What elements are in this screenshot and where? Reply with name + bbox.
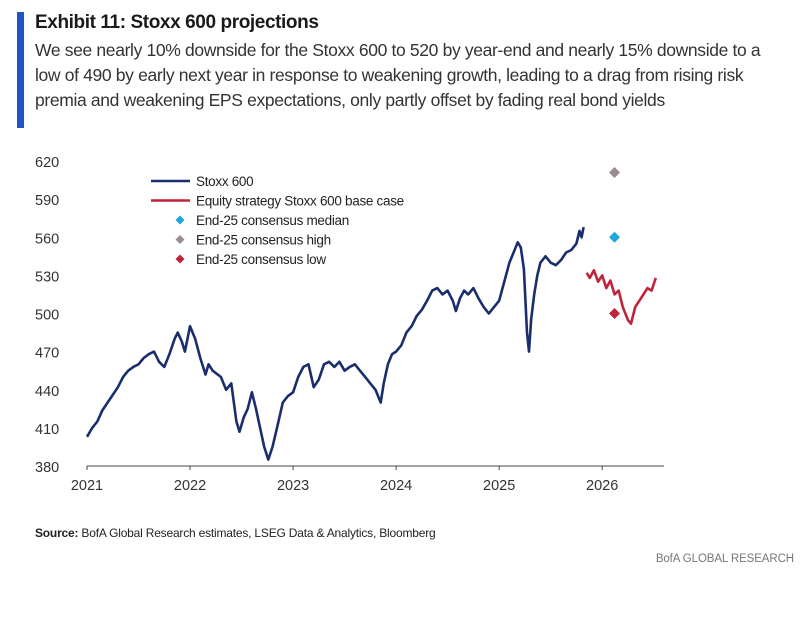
source-note: Source: BofA Global Research estimates, …	[35, 526, 436, 540]
legend: Stoxx 600 Equity strategy Stoxx 600 base …	[151, 174, 404, 267]
plot-series	[85, 226, 658, 461]
accent-bar	[17, 12, 24, 128]
legend-label-end-25-consensus-median: End-25 consensus median	[196, 213, 349, 228]
legend-swatch-end-25-consensus-median	[175, 215, 185, 225]
x-tick-label-2023: 2023	[277, 478, 309, 494]
y-tick-label-410: 410	[35, 422, 59, 438]
x-tick-label-2025: 2025	[483, 478, 515, 494]
y-tick-label-380: 380	[35, 460, 59, 476]
marker-end-25-consensus-high	[609, 166, 621, 178]
y-axis: 380 410 440 470 500 530 560 590 620	[35, 155, 59, 476]
marker-end-25-consensus-low	[609, 308, 621, 319]
y-tick-label-470: 470	[35, 346, 59, 362]
x-tick-label-2021: 2021	[71, 478, 103, 494]
plot-markers	[609, 166, 621, 319]
series-line-stoxx-600	[85, 226, 585, 461]
x-tick-label-2022: 2022	[174, 478, 206, 494]
marker-end-25-consensus-median	[609, 231, 621, 243]
series-line-equity-strategy-stoxx-600-base-case	[585, 269, 658, 325]
y-tick-label-620: 620	[35, 155, 59, 171]
chart-subtitle: We see nearly 10% downside for the Stoxx…	[35, 40, 761, 110]
branding: BofA GLOBAL RESEARCH	[655, 553, 794, 565]
legend-label-end-25-consensus-high: End-25 consensus high	[196, 233, 331, 248]
source-text: BofA Global Research estimates, LSEG Dat…	[78, 526, 436, 540]
legend-swatch-end-25-consensus-low	[175, 254, 185, 264]
y-tick-label-500: 500	[35, 308, 59, 324]
legend-label-stoxx-600: Stoxx 600	[196, 174, 253, 189]
y-tick-label-590: 590	[35, 193, 59, 209]
x-tick-label-2024: 2024	[380, 478, 412, 494]
y-tick-label-530: 530	[35, 269, 59, 285]
legend-label-equity-strategy-stoxx-600-base-case: Equity strategy Stoxx 600 base case	[196, 194, 404, 209]
x-tick-label-2026: 2026	[586, 478, 618, 494]
legend-swatch-end-25-consensus-high	[175, 235, 185, 244]
stoxx-projection-chart: 380 410 440 470 500 530 560 590 620 2021 2022 2023…	[35, 155, 664, 494]
y-tick-label-440: 440	[35, 384, 59, 400]
chart-title: Exhibit 11: Stoxx 600 projections	[35, 12, 319, 33]
x-axis: 2021 2022 2023 2024 2025 2026	[71, 465, 664, 494]
y-tick-label-560: 560	[35, 231, 59, 247]
legend-label-end-25-consensus-low: End-25 consensus low	[196, 252, 326, 267]
source-label: Source:	[35, 526, 79, 540]
